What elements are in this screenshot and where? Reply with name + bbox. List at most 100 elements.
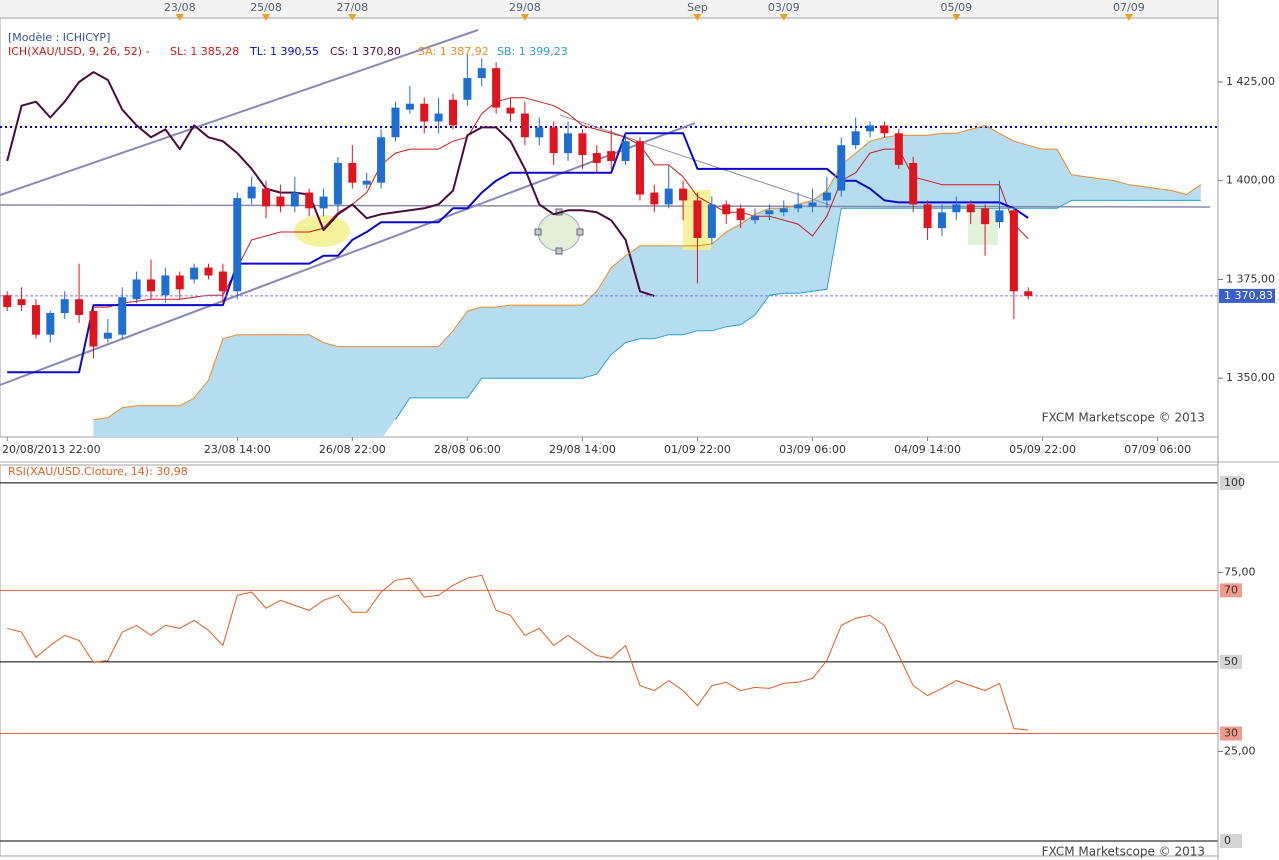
- day-marker: [779, 14, 788, 21]
- y-tick-label: 50: [1224, 655, 1238, 668]
- rsi-title: RSI(XAU/USD.Cloture, 14): 30,98: [8, 465, 188, 478]
- day-label: 25/08: [250, 1, 282, 14]
- candle-body: [75, 299, 84, 315]
- day-label: 07/09: [1113, 1, 1145, 14]
- candle-body: [333, 162, 342, 205]
- candle-body: [477, 68, 486, 79]
- candle-body: [822, 192, 831, 201]
- candle-body: [794, 204, 803, 209]
- candles: [3, 54, 1033, 359]
- candle-body: [118, 297, 127, 335]
- candle-body: [664, 188, 673, 205]
- candle-body: [779, 208, 788, 213]
- rsi-layer: [0, 482, 1218, 842]
- legend-entry: SB: 1 399,23: [497, 45, 568, 58]
- candle-body: [1024, 291, 1033, 296]
- ichimoku-line: [93, 124, 1202, 421]
- candle-body: [535, 127, 544, 138]
- candle-body: [707, 204, 716, 238]
- candle-body: [693, 200, 702, 238]
- candle-body: [233, 198, 242, 292]
- last-price-box: [1219, 288, 1275, 303]
- candle-body: [405, 103, 414, 110]
- x-tick-label: 26/08 22:00: [319, 443, 386, 456]
- candle-body: [520, 113, 529, 138]
- candle-body: [981, 208, 990, 225]
- x-tick-label: 23/08 14:00: [204, 443, 271, 456]
- day-marker: [262, 14, 271, 21]
- indicator-label: ICH(XAU/USD, 9, 26, 52) -: [8, 45, 150, 58]
- candle-body: [89, 311, 98, 347]
- candle-body: [377, 137, 386, 183]
- ichimoku-line: [93, 97, 1029, 308]
- highlight-ellipse: [537, 212, 581, 252]
- candle-body: [722, 204, 731, 215]
- level-box: [1220, 833, 1242, 848]
- candle-body: [621, 141, 630, 161]
- candle-body: [549, 127, 558, 154]
- legend-entry: CS: 1 370,80: [330, 45, 401, 58]
- day-label: 29/08: [509, 1, 541, 14]
- day-marker: [1124, 14, 1133, 21]
- candle-body: [463, 78, 472, 100]
- candle-body: [751, 216, 759, 221]
- candle-body: [837, 145, 846, 191]
- day-label: Sep: [687, 1, 708, 14]
- candle-body: [851, 131, 860, 146]
- candle-body: [391, 107, 400, 138]
- y-tick-label: 75,00: [1224, 565, 1256, 578]
- candle-body: [909, 162, 918, 205]
- x-tick-label: 05/09 22:00: [1009, 443, 1076, 456]
- candle-body: [564, 133, 573, 154]
- last-price-label: 1 370,83: [1224, 289, 1273, 302]
- candle-body: [132, 279, 141, 300]
- rsi-panel: [0, 464, 1219, 857]
- candle-body: [765, 210, 774, 215]
- candle-body: [880, 125, 889, 134]
- handle: [555, 247, 563, 255]
- candle-body: [607, 151, 616, 161]
- x-tick-label: 04/09 14:00: [894, 443, 961, 456]
- y-tick-label: 1 375,00: [1226, 272, 1275, 285]
- date-strip: [0, 0, 1218, 18]
- candle-body: [60, 299, 69, 313]
- day-label: 27/08: [336, 1, 368, 14]
- candle-body: [190, 267, 199, 280]
- ichimoku-line: [395, 199, 1201, 420]
- candle-body: [362, 180, 371, 185]
- day-marker: [348, 14, 357, 21]
- candle-body: [17, 299, 26, 306]
- candle-body: [736, 208, 745, 221]
- candle-body: [679, 188, 688, 201]
- candle-body: [866, 125, 875, 132]
- day-label: 23/08: [164, 1, 196, 14]
- thin-line: [559, 114, 831, 206]
- candle-body: [276, 196, 285, 207]
- candle-body: [894, 133, 903, 165]
- watermark: FXCM Marketscope © 2013: [1042, 845, 1205, 859]
- candle-body: [1009, 210, 1018, 292]
- candle-body: [319, 196, 328, 209]
- candle-body: [147, 279, 155, 292]
- candle-body: [995, 210, 1004, 223]
- rsi-line: [7, 574, 1029, 731]
- day-label: 05/09: [940, 1, 972, 14]
- x-tick-label: 20/08/2013 22:00: [2, 443, 101, 456]
- candle-body: [305, 192, 314, 209]
- level-box: [1220, 475, 1242, 490]
- candle-body: [952, 204, 961, 213]
- day-marker: [693, 14, 702, 21]
- candle-body: [262, 188, 271, 207]
- legend-entry: SL: 1 385,28: [170, 45, 239, 58]
- x-tick-label: 28/08 06:00: [434, 443, 501, 456]
- day-label: 03/09: [768, 1, 800, 14]
- day-marker: [175, 14, 184, 21]
- day-marker: [952, 14, 961, 21]
- candle-body: [923, 204, 932, 229]
- candle-body: [937, 212, 946, 229]
- y-tick-label: 70: [1224, 583, 1238, 596]
- level-box: [1220, 726, 1242, 741]
- y-tick-label: 1 400,00: [1226, 174, 1275, 187]
